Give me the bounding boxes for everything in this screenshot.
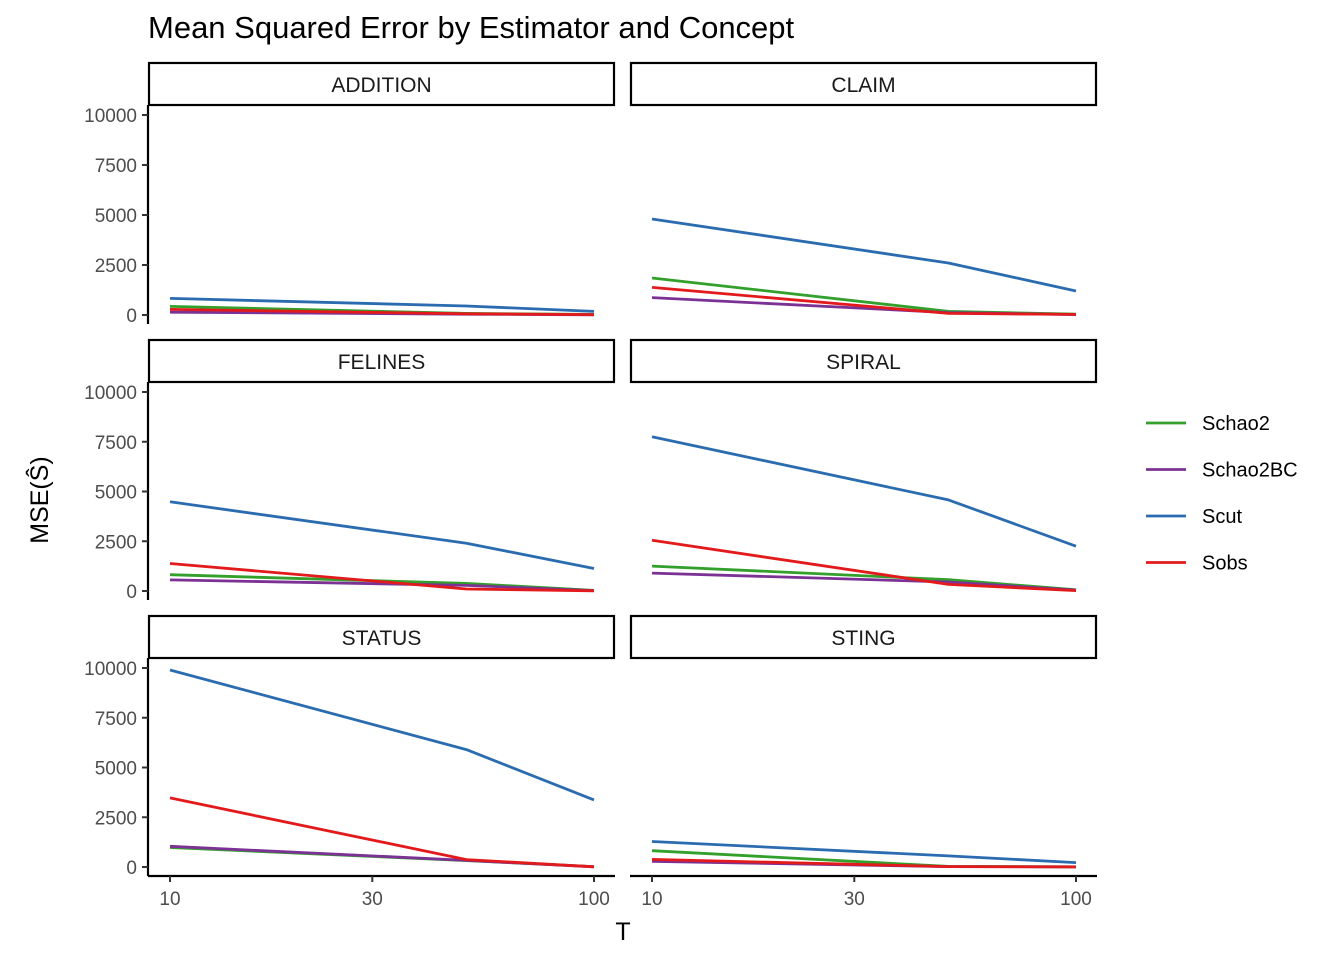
- y-tick-label: 10000: [84, 659, 137, 680]
- facet-panel: ADDITION 0 2500 5000 7500 10000: [84, 61, 616, 327]
- y-tick-label: 0: [126, 306, 137, 327]
- y-tick-label: 0: [126, 858, 137, 879]
- panels: ADDITION 0 2500 5000 7500 10000 CLAIM FELINES 0 2…: [84, 61, 1098, 910]
- y-tick-label: 10000: [84, 106, 137, 127]
- series-line-scut: [169, 668, 595, 802]
- facet-strip-label: SPIRAL: [826, 351, 901, 374]
- series-line-sobs: [651, 538, 1077, 592]
- facet-strip-label: ADDITION: [331, 74, 431, 97]
- legend-item: Schao2BC: [1146, 460, 1298, 482]
- y-tick-label: 0: [126, 582, 137, 603]
- legend-label: Schao2BC: [1202, 460, 1298, 482]
- y-axis-title: MSE(Ŝ): [25, 456, 54, 544]
- x-axis-title: T: [615, 918, 630, 946]
- x-tick-label: 30: [362, 889, 383, 910]
- y-tick-label: 2500: [95, 532, 137, 553]
- legend-label: Sobs: [1202, 553, 1248, 575]
- y-tick-label: 5000: [95, 483, 137, 504]
- series-line-scut: [169, 297, 595, 313]
- y-tick-label: 2500: [95, 808, 137, 829]
- x-tick-label: 10: [641, 889, 662, 910]
- legend-item: Sobs: [1146, 553, 1248, 575]
- facet-strip: [147, 338, 616, 384]
- facet-strip-label: STATUS: [342, 627, 422, 650]
- x-tick-label: 10: [159, 889, 180, 910]
- facet-strip: [629, 614, 1098, 660]
- facet-strip-label: FELINES: [338, 351, 426, 374]
- series-line-sobs: [651, 286, 1077, 316]
- facet-strip: [629, 61, 1098, 107]
- facet-panel: CLAIM: [629, 61, 1098, 316]
- facet-strip-label: STING: [831, 627, 895, 650]
- facet-panel: FELINES 0 2500 5000 7500 10000: [84, 338, 616, 603]
- chart-title: Mean Squared Error by Estimator and Conc…: [148, 10, 795, 45]
- facet-strip: [629, 338, 1098, 384]
- facet-panel: STATUS 0 2500 5000 7500 10000 10 30 100: [84, 614, 616, 910]
- series-line-scut: [651, 840, 1077, 864]
- y-tick-label: 7500: [95, 156, 137, 177]
- legend-item: Scut: [1146, 506, 1242, 528]
- x-tick-label: 30: [844, 889, 865, 910]
- y-tick-label: 10000: [84, 383, 137, 404]
- x-tick-label: 100: [1060, 889, 1092, 910]
- y-tick-label: 7500: [95, 433, 137, 454]
- series-line-scut: [169, 500, 595, 570]
- facet-strip-label: CLAIM: [831, 74, 895, 97]
- y-tick-label: 7500: [95, 709, 137, 730]
- series-line-sobs: [169, 796, 595, 869]
- y-tick-label: 5000: [95, 759, 137, 780]
- series-line-sobs: [169, 562, 595, 593]
- y-tick-label: 2500: [95, 256, 137, 277]
- series-line-sobs: [169, 308, 595, 316]
- legend-label: Schao2: [1202, 413, 1270, 435]
- legend-label: Scut: [1202, 506, 1242, 528]
- series-line-scut: [651, 435, 1077, 548]
- facet-panel: STING 10 30 100: [629, 614, 1098, 910]
- y-tick-label: 5000: [95, 206, 137, 227]
- facet-strip: [147, 61, 616, 107]
- series-line-sobs: [651, 858, 1077, 869]
- facet-strip: [147, 614, 616, 660]
- series-line-scut: [651, 217, 1077, 293]
- x-tick-label: 100: [578, 889, 610, 910]
- facet-panel: SPIRAL: [629, 338, 1098, 592]
- legend: Schao2 Schao2BC Scut Sobs: [1146, 413, 1298, 575]
- legend-item: Schao2: [1146, 413, 1270, 435]
